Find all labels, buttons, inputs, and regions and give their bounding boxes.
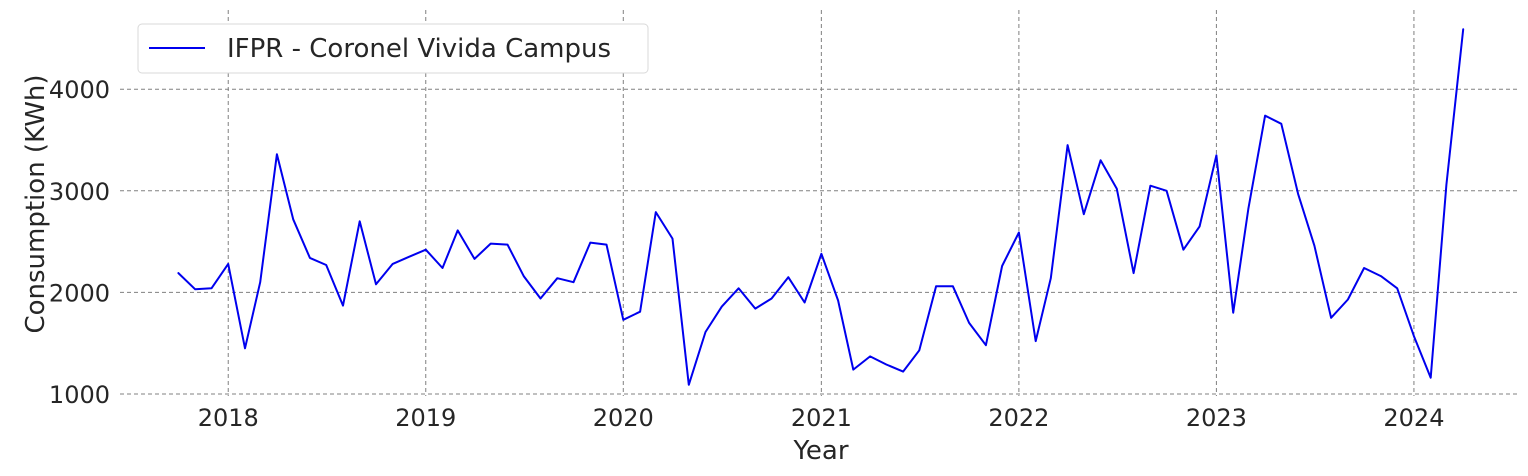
x-tick-label: 2021 <box>791 404 852 432</box>
y-tick-label: 4000 <box>49 76 110 104</box>
legend-label: IFPR - Coronel Vivida Campus <box>227 34 611 64</box>
grid <box>120 10 1520 396</box>
y-tick-label: 2000 <box>49 279 110 307</box>
x-tick-label: 2018 <box>198 404 259 432</box>
series-layer <box>177 28 1465 386</box>
tick-labels: 2018 2019 2020 2021 2022 2023 2024 1000 2000 3000… <box>49 76 1445 432</box>
x-tick-label: 2022 <box>988 404 1049 432</box>
series-line <box>177 28 1465 386</box>
legend: IFPR - Coronel Vivida Campus <box>137 23 649 74</box>
x-axis-label: Year <box>792 436 848 466</box>
x-tick-label: 2019 <box>395 404 456 432</box>
x-tick-label: 2024 <box>1383 404 1444 432</box>
x-tick-label: 2020 <box>593 404 654 432</box>
y-tick-label: 3000 <box>49 178 110 206</box>
legend-box <box>137 23 649 74</box>
x-tick-label: 2023 <box>1186 404 1247 432</box>
y-axis-label: Consumption (KWh) <box>21 74 51 333</box>
y-tick-label: 1000 <box>49 381 110 409</box>
